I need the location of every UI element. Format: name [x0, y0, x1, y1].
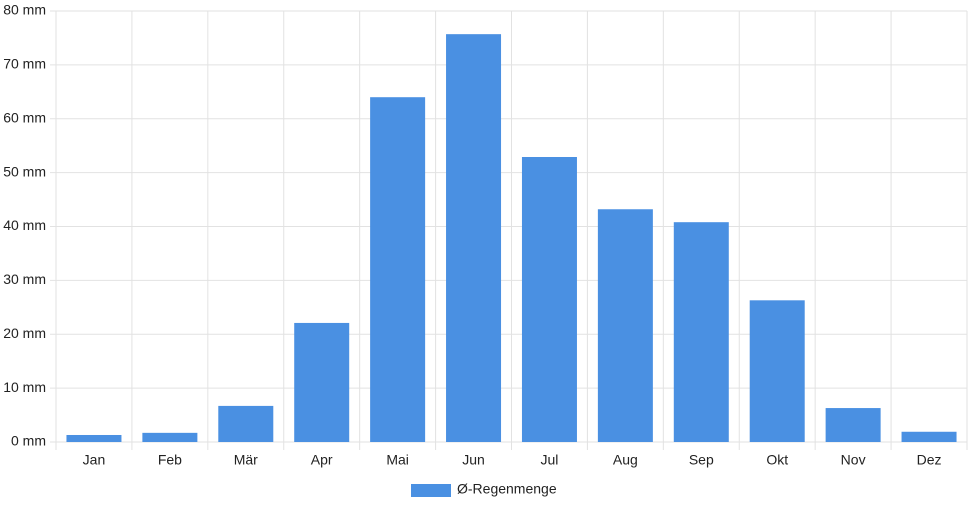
bar — [673, 222, 729, 442]
x-tick-label: Okt — [766, 452, 788, 468]
x-tick-label: Jun — [462, 452, 485, 468]
y-tick-label: 70 mm — [3, 56, 46, 72]
bar — [521, 157, 577, 442]
x-tick-label: Sep — [689, 452, 714, 468]
y-tick-label: 40 mm — [3, 217, 46, 233]
bar — [142, 432, 198, 442]
y-tick-label: 60 mm — [3, 109, 46, 125]
x-tick-label: Mär — [234, 452, 258, 468]
x-tick-label: Aug — [613, 452, 638, 468]
bar — [597, 209, 653, 442]
bar — [370, 97, 426, 442]
x-tick-label: Jan — [83, 452, 106, 468]
legend-label: Ø-Regenmenge — [457, 481, 557, 497]
bar — [446, 34, 502, 442]
x-tick-label: Mai — [386, 452, 409, 468]
x-tick-label: Dez — [917, 452, 942, 468]
y-tick-label: 20 mm — [3, 325, 46, 341]
bar — [66, 434, 122, 442]
y-tick-label: 80 mm — [3, 2, 46, 18]
y-tick-label: 50 mm — [3, 163, 46, 179]
bar — [901, 431, 957, 442]
y-tick-label: 30 mm — [3, 271, 46, 287]
x-tick-label: Apr — [311, 452, 333, 468]
x-tick-label: Feb — [158, 452, 182, 468]
bar — [749, 300, 805, 442]
bar — [825, 408, 881, 442]
x-tick-label: Nov — [841, 452, 866, 468]
y-tick-label: 0 mm — [11, 433, 46, 449]
legend-swatch — [411, 484, 451, 497]
x-tick-label: Jul — [541, 452, 559, 468]
bar — [218, 405, 274, 442]
y-tick-label: 10 mm — [3, 379, 46, 395]
bar — [294, 322, 350, 442]
